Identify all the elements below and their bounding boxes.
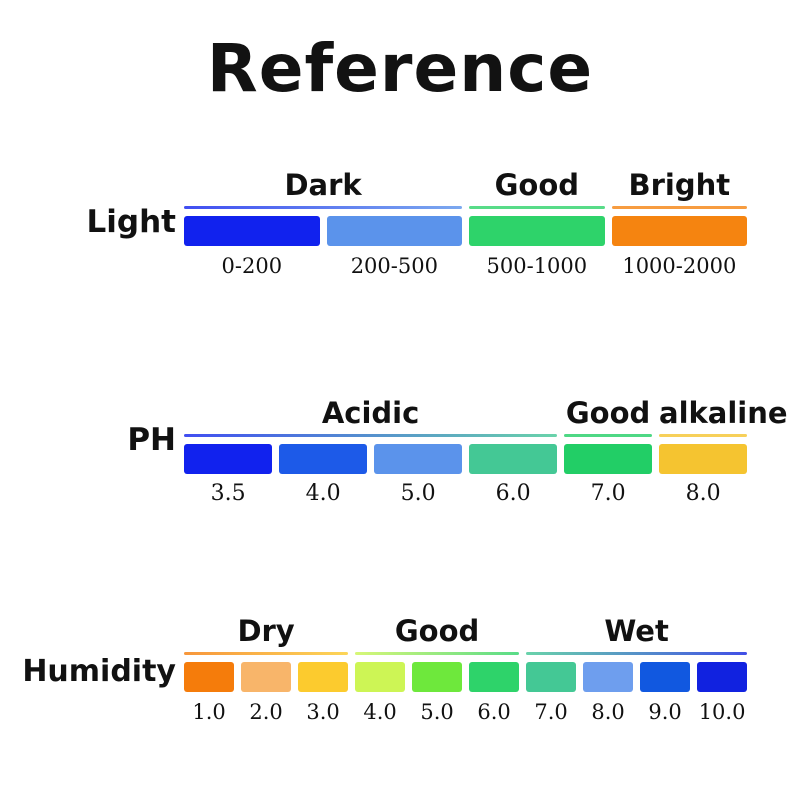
swatch-ph-4 (564, 444, 653, 474)
tick-label-humidity-1: 2.0 (249, 700, 283, 724)
group-rule-humidity-good (355, 652, 520, 655)
group-rule-light-dark (184, 206, 463, 209)
tick-label-ph-4: 7.0 (590, 481, 626, 506)
ticks-humidity: 1.0 2.0 3.0 4.0 5.0 6.0 7.0 8.0 9.0 10.0 (184, 698, 754, 732)
tick-label-ph-5: 8.0 (685, 481, 721, 506)
group-titles-ph: Acidic Good alkaline (184, 396, 788, 432)
tick-label-light-1: 200-500 (350, 254, 438, 278)
tick-label-humidity-8: 9.0 (648, 700, 682, 724)
scale-ph: Acidic Good alkaline 3.5 4.0 5.0 6.0 7.0 8.0 (184, 396, 788, 514)
swatches-ph (184, 444, 754, 474)
group-rule-ph-alkaline (659, 434, 748, 437)
swatch-humidity-5 (469, 662, 520, 692)
group-title-light-bright: Bright (628, 168, 731, 202)
scale-humidity: Dry Good Wet 1.0 2.0 3.0 4.0 5.0 6.0 7.0 8.0 9.0 10… (184, 614, 754, 732)
group-rule-humidity-dry (184, 652, 349, 655)
swatch-humidity-4 (412, 662, 463, 692)
tick-label-humidity-2: 3.0 (306, 700, 340, 724)
group-rules-ph (184, 432, 754, 440)
swatch-ph-2 (374, 444, 463, 474)
tick-label-light-3: 1000-2000 (622, 254, 737, 278)
group-titles-light: Dark Good Bright (184, 168, 754, 204)
group-titles-humidity: Dry Good Wet (184, 614, 754, 650)
swatch-humidity-1 (241, 662, 292, 692)
swatch-humidity-6 (526, 662, 577, 692)
tick-label-ph-2: 5.0 (400, 481, 436, 506)
swatch-ph-3 (469, 444, 558, 474)
group-rule-light-bright (611, 206, 748, 209)
tick-label-humidity-4: 5.0 (420, 700, 454, 724)
swatches-light (184, 216, 754, 246)
tick-label-humidity-3: 4.0 (363, 700, 397, 724)
group-rules-humidity (184, 650, 754, 658)
tick-label-light-0: 0-200 (221, 254, 283, 278)
ticks-ph: 3.5 4.0 5.0 6.0 7.0 8.0 (184, 480, 754, 514)
group-rule-humidity-wet (526, 652, 748, 655)
tick-label-humidity-9: 10.0 (698, 700, 746, 724)
group-title-humidity-wet: Wet (604, 614, 669, 648)
scale-light: Dark Good Bright 0-200 200-500 500-1000 1000-… (184, 168, 754, 286)
group-title-ph-alkaline: alkaline (659, 396, 788, 430)
row-label-light: Light (86, 204, 176, 240)
group-rule-ph-acidic (184, 434, 558, 437)
group-title-ph-acidic: Acidic (321, 396, 420, 430)
ticks-light: 0-200 200-500 500-1000 1000-2000 (184, 252, 754, 286)
swatch-ph-5 (659, 444, 748, 474)
group-title-ph-good: Good (565, 396, 651, 430)
page-title: Reference (206, 30, 594, 107)
swatch-light-2 (469, 216, 605, 246)
swatch-light-0 (184, 216, 320, 246)
swatch-ph-1 (279, 444, 368, 474)
tick-label-humidity-0: 1.0 (192, 700, 226, 724)
swatch-humidity-8 (640, 662, 691, 692)
row-label-ph: PH (127, 422, 176, 458)
swatch-humidity-2 (298, 662, 349, 692)
swatch-humidity-9 (697, 662, 748, 692)
swatches-humidity (184, 662, 754, 692)
swatch-light-1 (326, 216, 463, 246)
swatch-light-3 (611, 216, 748, 246)
tick-label-ph-1: 4.0 (305, 481, 341, 506)
group-title-light-good: Good (494, 168, 580, 202)
swatch-ph-0 (184, 444, 273, 474)
group-title-light-dark: Dark (284, 168, 362, 202)
group-title-humidity-good: Good (394, 614, 480, 648)
tick-label-ph-0: 3.5 (210, 481, 246, 506)
swatch-humidity-7 (583, 662, 634, 692)
tick-label-ph-3: 6.0 (495, 481, 531, 506)
group-rule-light-good (469, 206, 605, 209)
swatch-humidity-0 (184, 662, 235, 692)
group-title-humidity-dry: Dry (237, 614, 295, 648)
group-rules-light (184, 204, 754, 212)
tick-label-humidity-6: 7.0 (534, 700, 568, 724)
tick-label-humidity-5: 6.0 (477, 700, 511, 724)
row-label-humidity: Humidity (22, 654, 176, 689)
group-rule-ph-good (564, 434, 653, 437)
tick-label-humidity-7: 8.0 (591, 700, 625, 724)
tick-label-light-2: 500-1000 (486, 254, 588, 278)
swatch-humidity-3 (355, 662, 406, 692)
